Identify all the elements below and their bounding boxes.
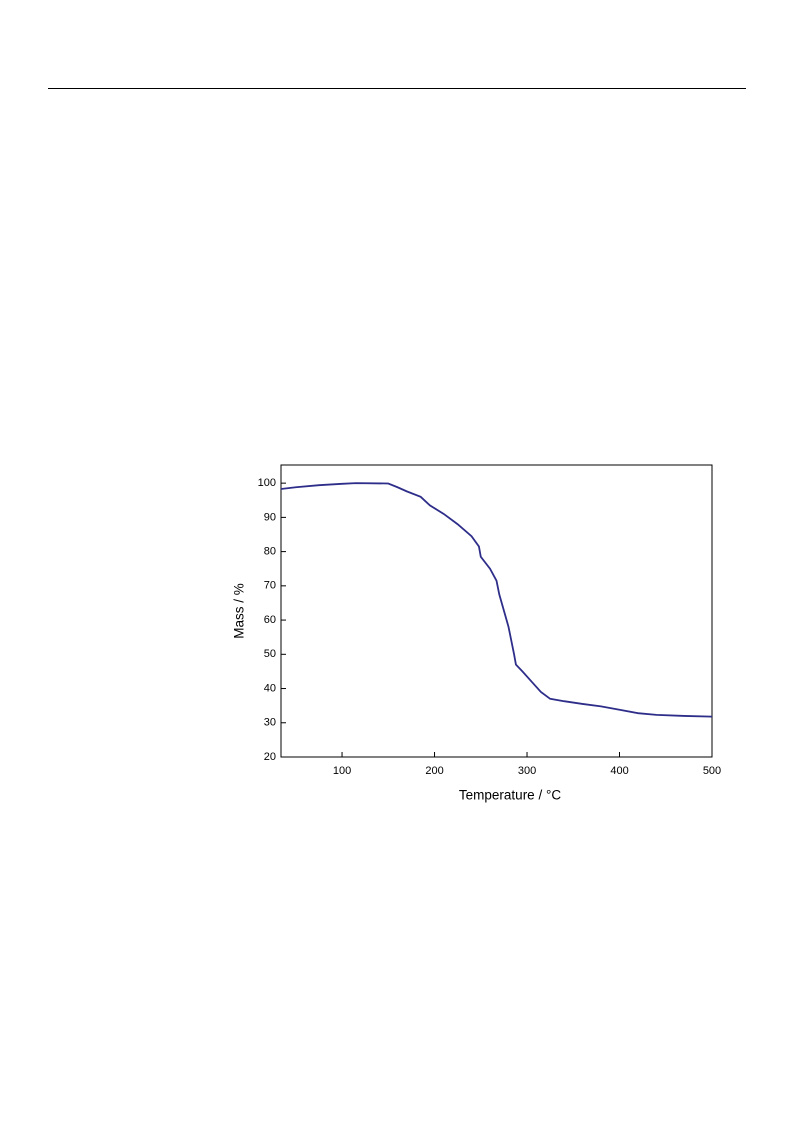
y-tick-label: 50 — [264, 648, 276, 660]
x-tick-label: 200 — [425, 765, 443, 777]
header-rule — [48, 88, 746, 89]
y-tick-label: 90 — [264, 511, 276, 523]
x-tick-label: 400 — [610, 765, 628, 777]
y-tick-label: 40 — [264, 682, 276, 694]
y-axis-label: Mass / % — [232, 583, 247, 639]
x-axis-label: Temperature / °C — [459, 788, 561, 803]
x-tick-label: 100 — [333, 765, 351, 777]
y-tick-label: 100 — [258, 477, 276, 489]
y-tick-label: 60 — [264, 614, 276, 626]
y-tick-label: 20 — [264, 751, 276, 763]
x-tick-label: 300 — [518, 765, 536, 777]
x-tick-label: 500 — [703, 765, 721, 777]
y-tick-label: 70 — [264, 580, 276, 592]
data-line — [280, 482, 713, 718]
y-tick-label: 80 — [264, 546, 276, 558]
y-tick-label: 30 — [264, 717, 276, 729]
plot-frame — [280, 464, 713, 758]
